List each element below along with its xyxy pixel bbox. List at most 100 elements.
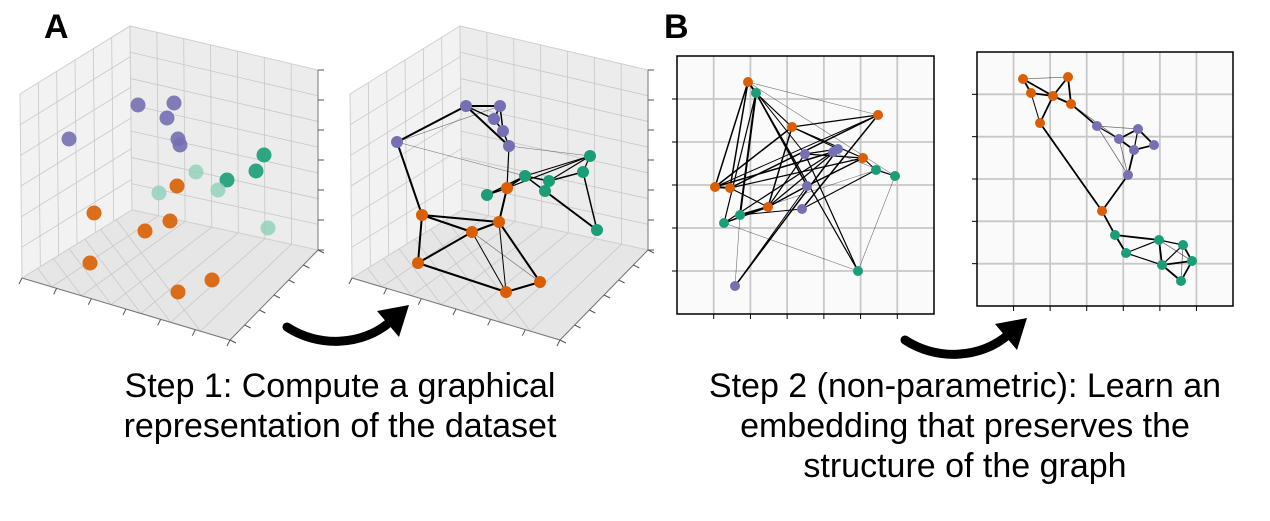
graph-node	[493, 216, 505, 228]
scatter-point	[205, 273, 220, 288]
scatter-point	[173, 138, 188, 153]
axis-tick	[230, 340, 236, 343]
graph-node	[1063, 72, 1073, 82]
graph-node	[1154, 235, 1164, 245]
step-2-caption-line: structure of the graph	[675, 446, 1255, 486]
axis-tick	[54, 288, 57, 294]
panel-a-letter: A	[44, 10, 69, 44]
graph-node	[1114, 134, 1124, 144]
scatter-point	[167, 96, 182, 111]
graph-node	[787, 122, 797, 132]
step-1-caption-line: representation of the dataset	[90, 406, 590, 446]
axis-tick	[557, 340, 560, 346]
graph-node	[1092, 121, 1102, 131]
axis-tick	[123, 309, 126, 315]
graph-node	[890, 171, 900, 181]
graph-node	[503, 140, 515, 152]
graph-node	[466, 226, 478, 238]
scatter-point	[257, 148, 272, 163]
graph-node	[800, 149, 810, 159]
scatter-point	[170, 179, 185, 194]
scatter-point	[131, 98, 146, 113]
graph-node	[1048, 91, 1058, 101]
graph-node	[730, 281, 740, 291]
graph-node	[873, 110, 883, 120]
graph-node	[584, 150, 596, 162]
graph-node	[416, 209, 428, 221]
axis-tick	[453, 309, 456, 315]
graph-node	[1097, 206, 1107, 216]
axis-tick	[19, 278, 22, 284]
graph-node	[751, 88, 761, 98]
axis-tick	[575, 325, 581, 328]
graph-node	[725, 183, 735, 193]
graph-node	[858, 153, 868, 163]
axis-tick	[349, 278, 352, 284]
graph-node	[797, 204, 807, 214]
axis-tick	[88, 299, 91, 305]
graph-node	[539, 185, 551, 197]
arrow-shaft	[287, 321, 391, 341]
axis-tick	[604, 295, 610, 298]
graph-node	[853, 266, 863, 276]
graph-node	[1133, 124, 1143, 134]
curved-arrow-icon	[905, 318, 1027, 354]
graph-node	[1066, 99, 1076, 109]
scatter-point	[171, 285, 186, 300]
graph-node	[481, 189, 493, 201]
axis-tick	[560, 340, 566, 343]
graph-node	[1157, 260, 1167, 270]
step-2-caption: Step 2 (non-parametric): Learn an embedd…	[675, 366, 1255, 486]
graph-node	[763, 202, 773, 212]
graph-node	[577, 166, 589, 178]
graph-node	[719, 218, 729, 228]
scatter-point	[160, 111, 175, 126]
graph-node	[1110, 230, 1120, 240]
axis-tick	[619, 280, 625, 283]
axis-tick	[227, 340, 230, 346]
scatter-point	[261, 221, 276, 236]
step-2-caption-line: Step 2 (non-parametric): Learn an	[675, 366, 1255, 406]
scatter-point	[152, 186, 167, 201]
graph-node	[802, 181, 812, 191]
graph-node	[710, 182, 720, 192]
graph-node	[833, 144, 843, 154]
axis-tick	[488, 319, 491, 325]
axis-tick	[589, 310, 595, 313]
axis-tick	[384, 288, 387, 294]
graph-node	[1018, 74, 1028, 84]
graph-node	[494, 100, 506, 112]
graph-node	[1176, 276, 1186, 286]
scatter-point	[249, 164, 264, 179]
graph-node	[1035, 118, 1045, 128]
scatter-point	[87, 206, 102, 221]
graph-node	[743, 77, 753, 87]
graph-node	[1123, 170, 1133, 180]
axis-tick	[274, 295, 280, 298]
embedding-final-plot	[972, 52, 1233, 311]
graph-node	[391, 136, 403, 148]
graph-node	[501, 182, 513, 194]
step-1-caption: Step 1: Compute a graphical representati…	[90, 366, 590, 446]
graph-node	[871, 165, 881, 175]
graph-node	[497, 125, 509, 137]
arrow-shaft	[905, 334, 1009, 354]
scatter-point	[62, 132, 77, 147]
axis-tick	[158, 319, 161, 325]
step-2-caption-line: embedding that preserves the	[675, 406, 1255, 446]
axis-tick	[289, 280, 295, 283]
axis-tick	[259, 310, 265, 313]
axis-tick	[303, 265, 309, 268]
graph-node	[519, 170, 531, 182]
panel-b-letter: B	[664, 10, 689, 44]
graph-node	[488, 113, 500, 125]
graph-node	[1187, 256, 1197, 266]
step-1-caption-line: Step 1: Compute a graphical	[90, 366, 590, 406]
graph-node	[1149, 140, 1159, 150]
curved-arrow-icon	[287, 305, 409, 341]
scatter-point	[163, 214, 178, 229]
graph-node	[1178, 240, 1188, 250]
scatter-point	[83, 256, 98, 271]
graph-node	[500, 286, 512, 298]
